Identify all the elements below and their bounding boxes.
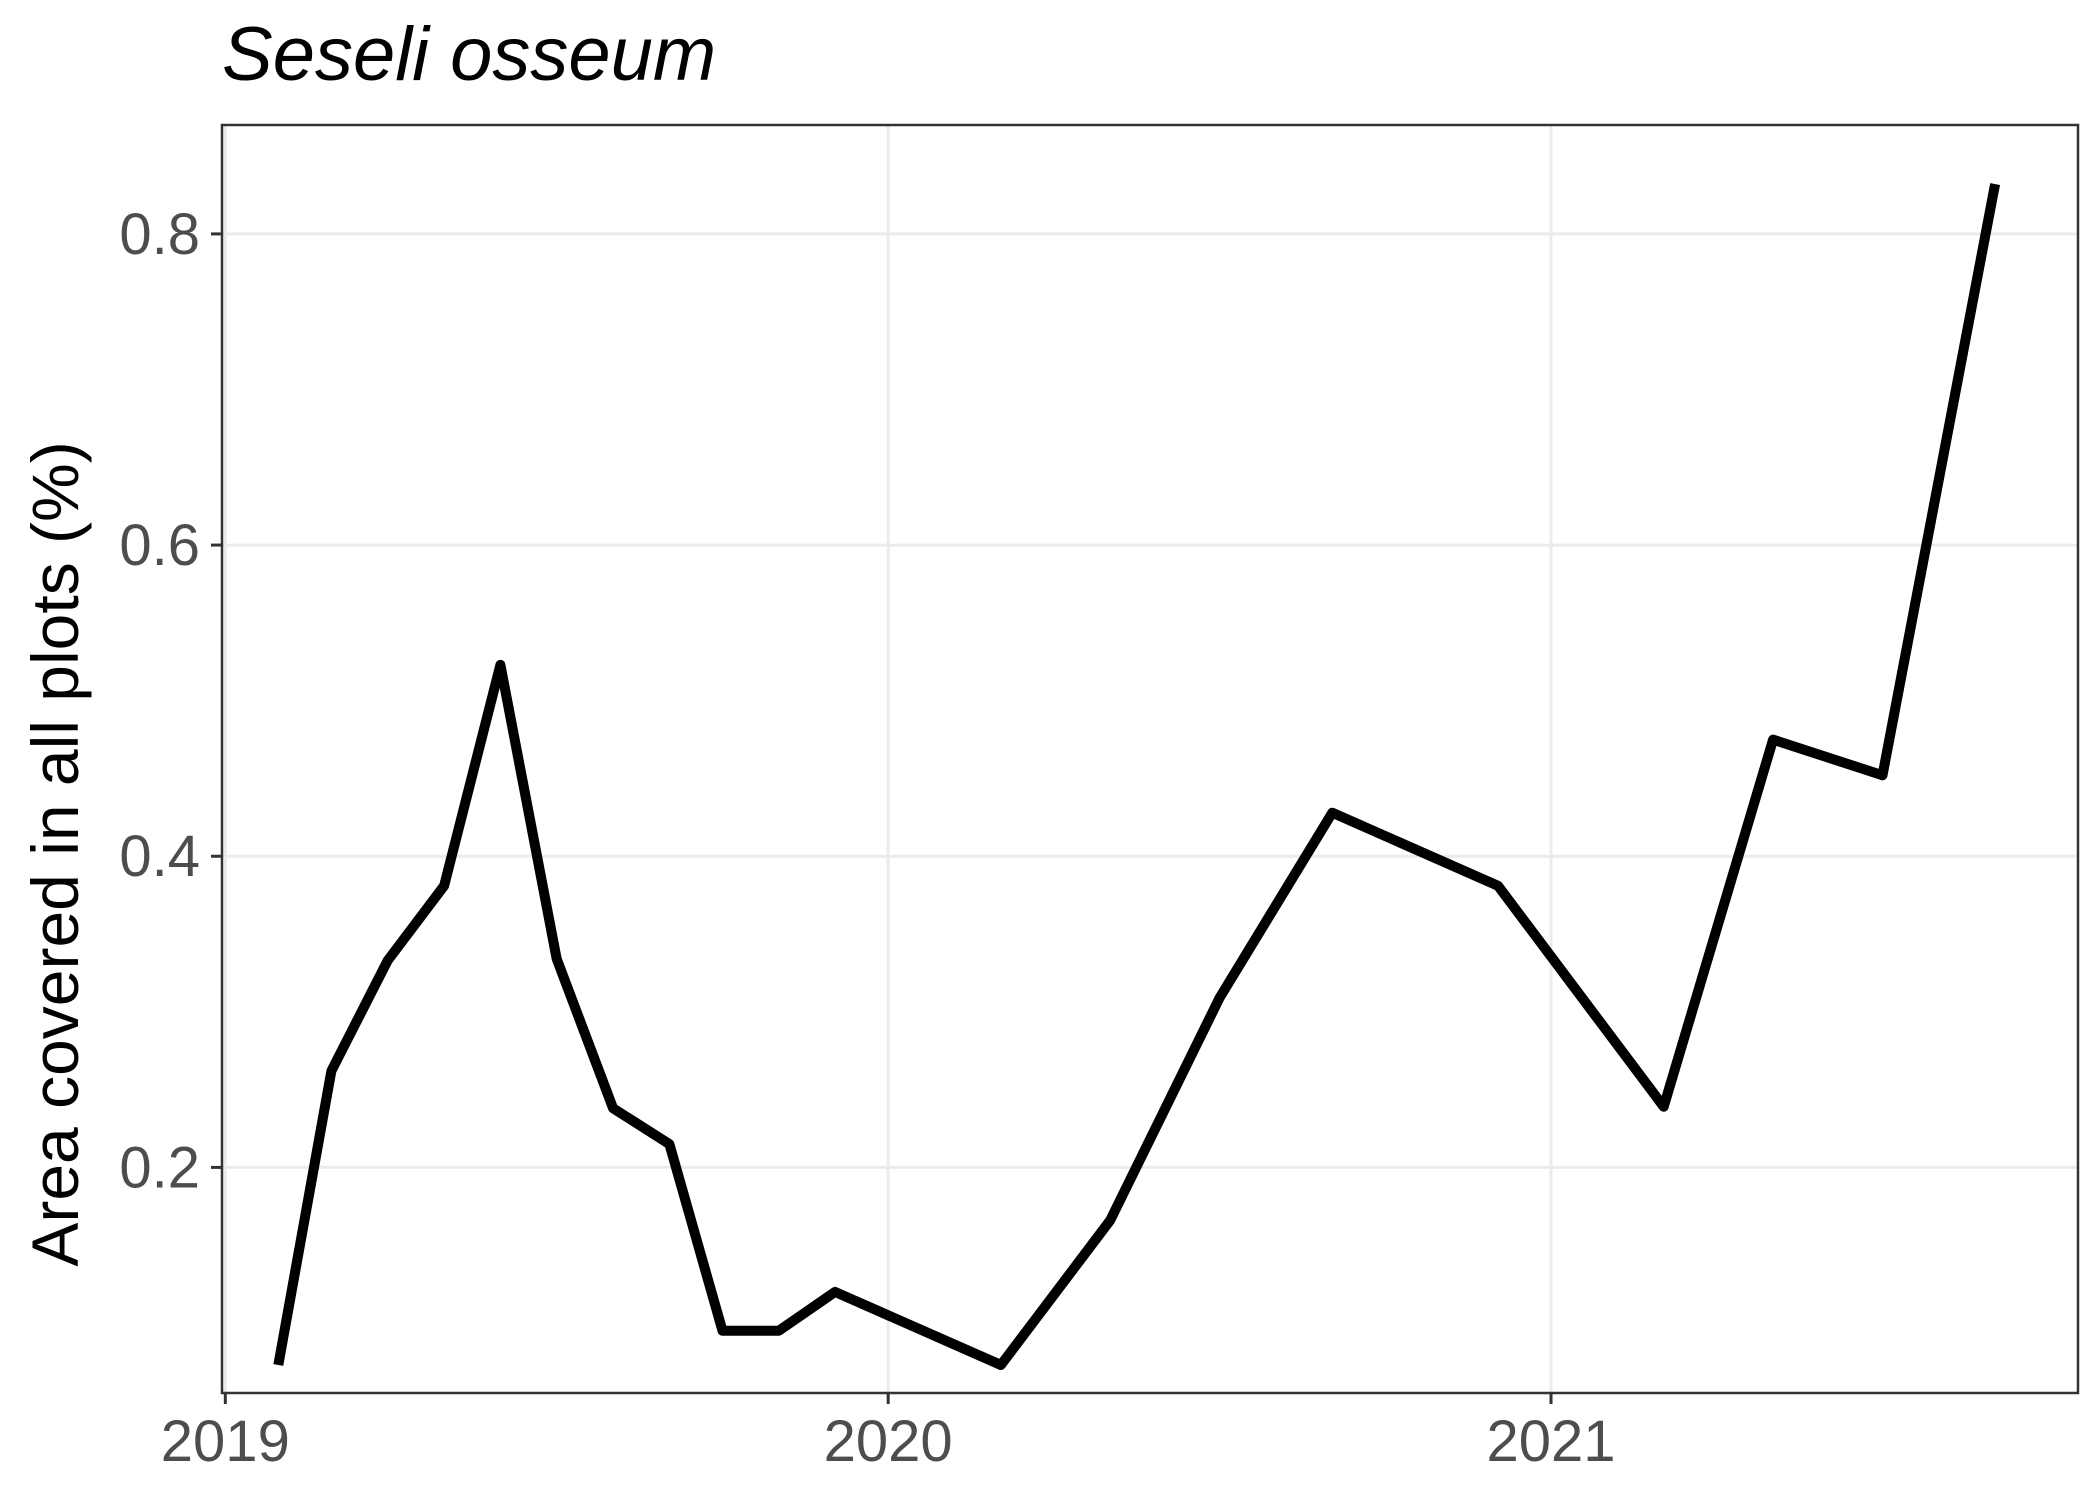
y-axis-title: Area covered in all plots (%): [18, 441, 92, 1266]
x-tick-label: 2019: [161, 1409, 290, 1474]
plot-panel-border: [220, 123, 2080, 1395]
gridlines: [222, 125, 2078, 1393]
y-tick-label: 0.2: [119, 1135, 200, 1200]
chart-title: Seseli osseum: [222, 12, 716, 97]
series-line: [273, 183, 2001, 1370]
y-tick-label: 0.6: [119, 513, 200, 578]
series-layer: [273, 183, 2001, 1370]
x-tick-label: 2021: [1487, 1409, 1616, 1474]
y-tick-label: 0.8: [119, 202, 200, 267]
axes: 0.2 0.4 0.6 0.8 2019 2020 2021: [119, 202, 1615, 1474]
y-tick-label: 0.4: [119, 824, 200, 889]
x-tick-label: 2020: [824, 1409, 953, 1474]
